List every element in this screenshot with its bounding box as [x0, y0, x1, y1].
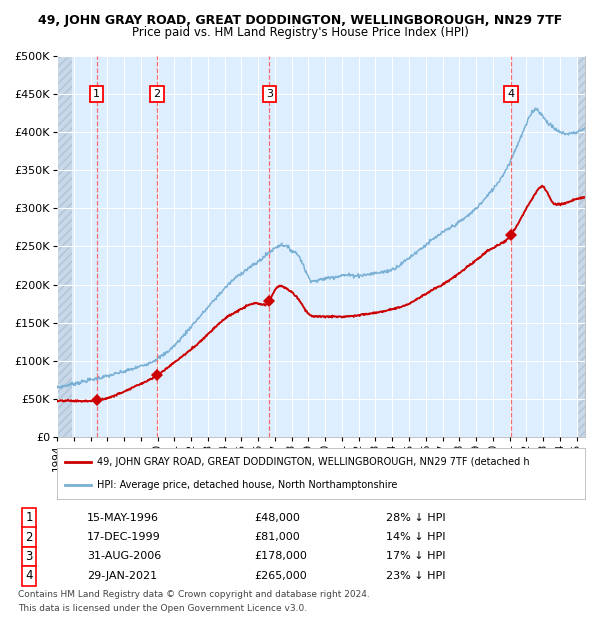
Text: £265,000: £265,000 [254, 571, 307, 581]
Text: 2: 2 [26, 531, 33, 544]
Text: 14% ↓ HPI: 14% ↓ HPI [386, 532, 446, 542]
Text: £81,000: £81,000 [254, 532, 299, 542]
Bar [577, 56, 585, 437]
Text: 15-MAY-1996: 15-MAY-1996 [87, 513, 159, 523]
Text: £48,000: £48,000 [254, 513, 300, 523]
Text: 4: 4 [26, 569, 33, 582]
Text: 29-JAN-2021: 29-JAN-2021 [87, 571, 157, 581]
Text: HPI: Average price, detached house, North Northamptonshire: HPI: Average price, detached house, Nort… [97, 480, 397, 490]
Text: 49, JOHN GRAY ROAD, GREAT DODDINGTON, WELLINGBOROUGH, NN29 7TF: 49, JOHN GRAY ROAD, GREAT DODDINGTON, WE… [38, 14, 562, 27]
Text: 28% ↓ HPI: 28% ↓ HPI [386, 513, 446, 523]
Text: This data is licensed under the Open Government Licence v3.0.: This data is licensed under the Open Gov… [18, 604, 307, 613]
Text: Contains HM Land Registry data © Crown copyright and database right 2024.: Contains HM Land Registry data © Crown c… [18, 590, 370, 600]
Text: 3: 3 [266, 89, 273, 99]
Text: 23% ↓ HPI: 23% ↓ HPI [386, 571, 446, 581]
Text: 17% ↓ HPI: 17% ↓ HPI [386, 551, 446, 562]
Text: 1: 1 [93, 89, 100, 99]
Text: 17-DEC-1999: 17-DEC-1999 [87, 532, 161, 542]
Bar [57, 56, 73, 437]
Text: 4: 4 [508, 89, 514, 99]
Text: 1: 1 [26, 512, 33, 524]
Text: Price paid vs. HM Land Registry's House Price Index (HPI): Price paid vs. HM Land Registry's House … [131, 26, 469, 39]
Text: £178,000: £178,000 [254, 551, 307, 562]
Text: 49, JOHN GRAY ROAD, GREAT DODDINGTON, WELLINGBOROUGH, NN29 7TF (detached h: 49, JOHN GRAY ROAD, GREAT DODDINGTON, WE… [97, 457, 529, 467]
Text: 31-AUG-2006: 31-AUG-2006 [87, 551, 161, 562]
Text: 2: 2 [154, 89, 160, 99]
Text: 3: 3 [26, 550, 33, 563]
